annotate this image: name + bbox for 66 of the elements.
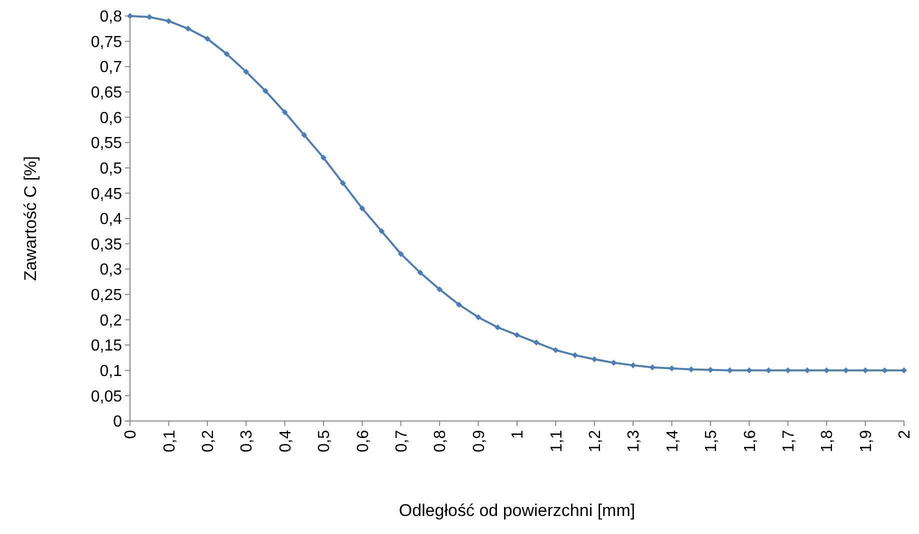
- point: [224, 50, 230, 57]
- point: [475, 314, 482, 320]
- point: [378, 228, 385, 234]
- x-tick-label: 1: [510, 430, 527, 439]
- point: [436, 286, 443, 292]
- x-tick-label: 1,1: [548, 430, 566, 452]
- y-tick-label: 0,75: [90, 34, 122, 51]
- point: [494, 324, 501, 330]
- y-tick-label: 0,4: [100, 211, 122, 228]
- x-tick-label: 1,8: [819, 430, 836, 452]
- point: [282, 109, 288, 116]
- x-tick-label: 1,3: [626, 430, 643, 452]
- x-tick-label: 1,6: [742, 430, 759, 452]
- y-tick-label: 0,3: [100, 262, 122, 279]
- point: [591, 356, 598, 362]
- point: [514, 332, 520, 338]
- x-tick-label: 0,4: [277, 430, 294, 452]
- point: [340, 180, 346, 186]
- y-axis-title: Zawartość C [%]: [21, 156, 40, 281]
- x-tick-label: 0: [122, 430, 140, 439]
- y-tick-label: 0,2: [100, 312, 122, 330]
- point: [610, 360, 617, 366]
- point: [901, 367, 907, 374]
- x-axis-title: Odległość od powierzchni [mm]: [398, 501, 636, 520]
- y-tick-label: 0,05: [90, 388, 122, 406]
- x-tick-label: 0,2: [200, 430, 217, 452]
- point: [262, 88, 268, 94]
- x-tick-label: 1,7: [780, 430, 798, 452]
- x-tick-label: 0,7: [394, 430, 410, 452]
- y-tick-label: 0,1: [100, 362, 122, 380]
- point: [552, 347, 559, 354]
- x-tick-label: 0,1: [161, 430, 178, 452]
- y-tick-label: 0,5: [100, 160, 122, 178]
- point: [320, 154, 326, 161]
- y-tick-label: 0,65: [90, 84, 122, 102]
- point: [417, 270, 424, 276]
- y-tick-label: 0,15: [90, 338, 122, 355]
- point: [359, 205, 366, 212]
- y-tick-label: 0,45: [90, 186, 122, 203]
- point: [301, 132, 308, 138]
- x-tick-label: 0,8: [432, 430, 450, 452]
- x-tick-label: 1,2: [587, 430, 604, 452]
- y-tick-label: 0,6: [100, 110, 122, 127]
- x-tick-label: 1,9: [858, 430, 875, 452]
- y-tick-label: 0,8: [100, 8, 122, 26]
- point: [185, 26, 192, 32]
- point: [243, 68, 250, 75]
- x-tick-label: 0,5: [316, 430, 334, 452]
- point: [127, 13, 133, 19]
- point: [204, 36, 210, 42]
- y-tick-label: 0,25: [90, 287, 122, 304]
- x-tick-label: 1,4: [664, 430, 682, 452]
- point: [456, 302, 462, 308]
- point: [572, 352, 578, 358]
- x-tick-label: 2: [896, 430, 914, 439]
- point: [166, 18, 172, 24]
- y-tick-label: 0,7: [100, 59, 122, 76]
- y-tick-label: 0,55: [90, 135, 122, 152]
- x-tick-label: 0,3: [238, 430, 256, 452]
- point: [708, 366, 714, 373]
- point: [533, 340, 540, 346]
- point: [398, 250, 404, 257]
- x-tick-label: 0,9: [470, 430, 488, 452]
- x-tick-label: 1,5: [703, 430, 720, 452]
- x-tick-label: 0,6: [354, 430, 372, 452]
- y-tick-label: 0,35: [90, 236, 122, 254]
